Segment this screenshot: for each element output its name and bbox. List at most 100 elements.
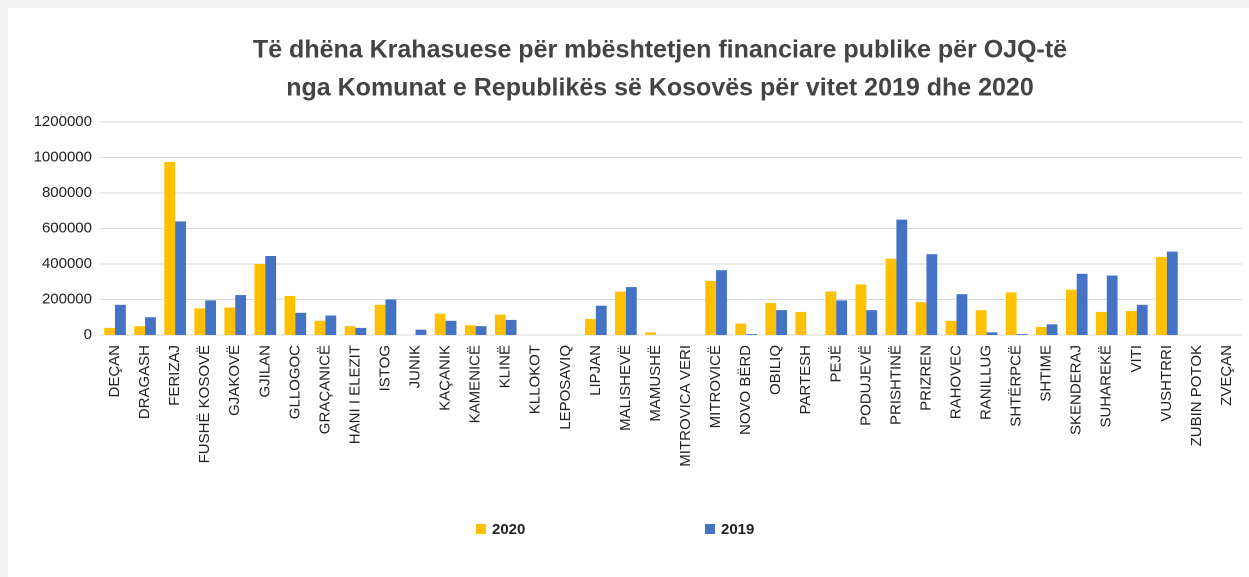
x-tick-label: PRIZREN — [917, 345, 934, 411]
bar — [265, 256, 277, 335]
x-tick-label: VITI — [1128, 345, 1145, 373]
x-tick-label: PRISHTINË — [887, 345, 904, 425]
bar — [615, 291, 626, 335]
bar — [134, 326, 146, 335]
bar — [355, 327, 367, 335]
bar — [325, 315, 337, 335]
x-tick-label: MITROVICA VERI — [677, 345, 694, 467]
x-tick-label: OBILIQ — [767, 345, 784, 395]
x-tick-label: MITROVICË — [707, 345, 724, 428]
legend-swatch — [705, 524, 715, 534]
bar — [235, 295, 247, 335]
bar — [956, 294, 968, 335]
y-tick-label: 200000 — [42, 290, 92, 307]
bar — [434, 313, 446, 335]
bar — [926, 254, 938, 335]
bar — [585, 319, 596, 335]
x-tick-label: HANI I ELEZIT — [346, 345, 363, 444]
bar — [104, 327, 116, 335]
x-tick-label: GJILAN — [256, 345, 273, 398]
bar — [625, 287, 637, 335]
bar — [776, 310, 788, 335]
x-tick-label: DEÇAN — [106, 345, 123, 398]
bar — [735, 323, 747, 335]
bar — [1125, 311, 1137, 335]
chart-title: nga Komunat e Republikës së Kosovës për … — [286, 74, 1034, 102]
x-tick-label: LIPJAN — [587, 345, 604, 396]
bar — [344, 326, 356, 335]
bar — [1065, 289, 1077, 335]
x-tick-label: SKENDERAJ — [1068, 345, 1085, 435]
bar — [945, 320, 957, 335]
bar — [385, 299, 397, 335]
bar — [374, 304, 386, 335]
bar — [415, 329, 427, 335]
bar — [1046, 324, 1058, 335]
bar — [836, 300, 848, 335]
bar — [896, 219, 908, 335]
bar — [1166, 251, 1178, 335]
x-tick-label: KAÇANIK — [437, 345, 454, 411]
y-tick-label: 800000 — [42, 184, 92, 201]
bar — [475, 326, 487, 335]
x-tick-label: MALISHEVË — [617, 345, 634, 431]
bar — [746, 334, 757, 335]
bar — [986, 332, 998, 335]
bar — [915, 302, 927, 335]
x-tick-label: ZVEÇAN — [1218, 345, 1235, 406]
bar — [295, 312, 307, 335]
bar — [115, 304, 126, 335]
x-tick-label: SUHAREKË — [1098, 345, 1115, 428]
bar — [1136, 304, 1148, 335]
bar — [765, 303, 777, 335]
bar — [175, 221, 186, 335]
x-tick-label: LEPOSAVIQ — [557, 345, 574, 430]
bar — [795, 311, 807, 335]
x-tick-label: PODUJEVË — [857, 345, 874, 426]
x-tick-label: GRAÇANICË — [316, 345, 333, 434]
bar — [494, 314, 506, 335]
bar — [595, 305, 607, 335]
y-tick-label: 0 — [84, 326, 92, 343]
x-tick-label: RANILLUG — [978, 345, 995, 420]
x-tick-label: FERIZAJ — [166, 345, 183, 406]
x-tick-label: JUNIK — [407, 345, 424, 388]
bar — [975, 310, 987, 335]
bar — [284, 295, 296, 335]
x-tick-label: NOVO BËRD — [737, 345, 754, 435]
bar — [705, 280, 717, 335]
bar — [866, 310, 878, 335]
bar — [1035, 327, 1047, 335]
bar — [314, 320, 326, 335]
bar — [825, 291, 837, 335]
x-tick-label: ISTOG — [376, 345, 393, 391]
y-tick-label: 1200000 — [34, 113, 92, 130]
x-tick-label: KLLOKOT — [527, 345, 544, 414]
x-tick-label: PARTESH — [797, 345, 814, 414]
x-tick-label: SHTËRPCË — [1008, 345, 1025, 427]
legend-label: 2020 — [492, 521, 525, 538]
bar — [1005, 292, 1017, 335]
legend-label: 2019 — [721, 521, 754, 538]
chart-title: Të dhëna Krahasuese për mbështetjen fina… — [253, 36, 1067, 64]
bar — [194, 308, 206, 335]
legend-swatch — [476, 524, 486, 534]
x-tick-label: KAMENICË — [467, 345, 484, 423]
bar — [855, 284, 867, 335]
bar — [645, 332, 656, 335]
x-tick-label: RAHOVEC — [947, 345, 964, 419]
x-tick-label: PEJË — [827, 345, 844, 383]
bar — [1156, 256, 1167, 335]
bar — [254, 264, 266, 335]
bar — [464, 325, 476, 335]
bar — [224, 307, 236, 335]
x-tick-label: FUSHË KOSOVË — [196, 345, 213, 463]
y-tick-label: 1000000 — [34, 148, 92, 165]
y-tick-label: 400000 — [42, 255, 92, 272]
y-tick-label: 600000 — [42, 219, 92, 236]
x-tick-label: ZUBIN POTOK — [1188, 345, 1205, 446]
bar — [445, 320, 457, 335]
x-tick-label: KLINË — [497, 345, 514, 388]
bar — [1095, 311, 1107, 335]
